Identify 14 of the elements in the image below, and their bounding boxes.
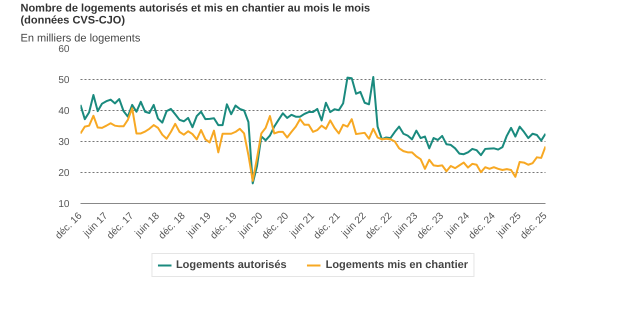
line-series [80,76,546,184]
y-tick-label: 40 [58,106,70,117]
chart-subtitle: En milliers de logements [20,32,141,44]
chart-title: Nombre de logements autorisés et mis en chantier au mois le mois (données CVS-CJO) [20,2,370,26]
line-series [80,107,546,182]
y-tick-label: 50 [58,75,70,86]
y-tick-label: 60 [58,44,70,55]
x-tick-label: déc. 17 [105,210,136,242]
y-tick-label: 10 [58,199,70,210]
y-tick-label: 30 [58,137,70,148]
x-tick-label: déc. 16 [53,210,85,242]
legend-label: Logements autorisés [176,259,287,271]
y-tick-label: 20 [58,168,70,179]
legend-label: Logements mis en chantier [326,259,468,271]
